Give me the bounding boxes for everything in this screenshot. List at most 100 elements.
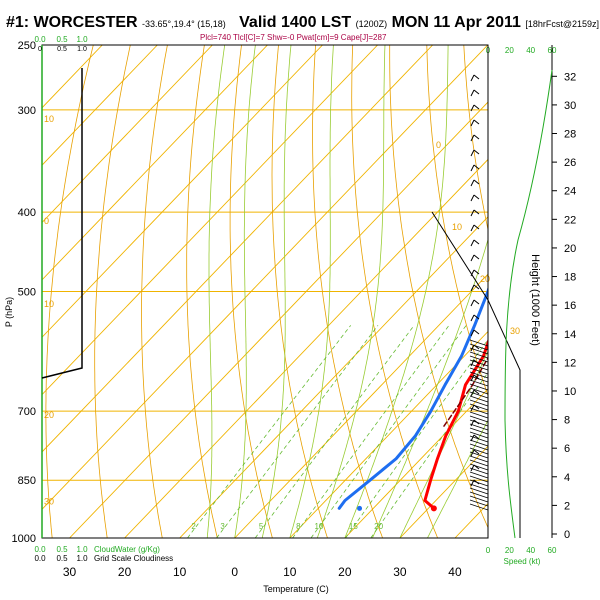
height-tick-label: 30 xyxy=(564,100,576,112)
dry-adiabat xyxy=(45,45,94,538)
height-tick-label: 2 xyxy=(564,500,570,512)
series-point xyxy=(424,500,426,502)
indices-line: Plcl=740 Tlcl[C]=7 Shw=-0 Pwat[cm]=9 Cap… xyxy=(200,33,387,42)
cloud-scale-bottom-label: 1.0 xyxy=(76,545,88,554)
series-point xyxy=(488,356,489,357)
wind-barb-hatch xyxy=(469,439,489,447)
wind-barb-flag xyxy=(470,164,475,172)
wind-barb-staff xyxy=(473,194,480,200)
wind-barb-staff xyxy=(473,89,480,95)
wind-barb-flag xyxy=(470,149,475,157)
wind-barb-hatch xyxy=(469,459,489,467)
wind-barb-flag xyxy=(470,134,475,142)
wind-barb-hatch xyxy=(469,479,489,487)
series-point xyxy=(521,254,522,255)
wind-barb-hatch xyxy=(469,435,489,443)
wind-barb-hatch xyxy=(469,379,489,387)
valid-date: MON 11 Apr 2011 xyxy=(391,14,521,31)
isotherm-line xyxy=(42,45,213,224)
series-point xyxy=(519,109,520,110)
wind-barb-staff xyxy=(473,239,480,245)
pressure-tick-label: 300 xyxy=(18,105,36,117)
wind-barb-hatch xyxy=(469,391,489,399)
surface-dewpoint-marker xyxy=(357,505,363,511)
mixing-ratio-line xyxy=(254,325,415,538)
wind-barb-flag xyxy=(470,284,475,292)
series-point xyxy=(445,435,447,437)
wind-barb-staff xyxy=(473,449,480,455)
wind-barb-staff xyxy=(473,224,480,230)
wind-barb-flag xyxy=(470,209,475,217)
wind-barb-hatch xyxy=(469,451,489,459)
series-point xyxy=(464,384,466,386)
moist-adiabat xyxy=(427,419,488,538)
wind-barb-hatch xyxy=(469,403,489,411)
wind-barb-hatch xyxy=(469,443,489,451)
cloudwater-caption: CloudWater (g/Kg) xyxy=(94,545,160,554)
wind-barb-hatch xyxy=(469,339,489,347)
cloud-scale-bottom-label: 0.0 xyxy=(34,545,46,554)
wind-barb-hatch xyxy=(469,347,489,355)
mixing-ratio-line xyxy=(310,325,467,538)
isotherm-line xyxy=(42,45,158,166)
wind-barb-hatch xyxy=(469,419,489,427)
isotherm-label: 30 xyxy=(44,497,54,507)
temperature-tick-label: 40 xyxy=(448,565,462,579)
temperature-tick-label: 30 xyxy=(63,565,77,579)
height-tick-label: 10 xyxy=(564,386,576,398)
utc-time: (1200Z) xyxy=(355,19,388,29)
wind-barb-hatch xyxy=(469,399,489,407)
wind-barb-hatch xyxy=(469,487,489,495)
dry-adiabat-label: 10 xyxy=(452,222,462,232)
cloud-scale-top-label: 0.0 xyxy=(34,35,46,44)
pressure-tick-label: 400 xyxy=(18,207,36,219)
temperature-tick-label: 10 xyxy=(173,565,187,579)
isotherm-line xyxy=(124,158,488,538)
cloud-scale-bottom-sub-label: 0.5 xyxy=(56,554,68,563)
height-tick-label: 22 xyxy=(564,214,576,226)
wind-barb-staff xyxy=(473,389,480,395)
station-coords: -33.65°,19.4° (15,18) xyxy=(142,19,226,29)
dry-adiabat xyxy=(351,45,438,538)
wind-barb-hatch xyxy=(469,463,489,471)
mixing-ratio-label: 3 xyxy=(220,522,225,531)
series-point xyxy=(555,65,556,66)
series-point xyxy=(457,410,459,412)
wind-speed-bottom-label: 60 xyxy=(548,546,557,555)
isotherm-label: 20 xyxy=(44,410,54,420)
wind-speed-bottom-label: 20 xyxy=(505,546,514,555)
wind-barb-flag xyxy=(470,374,475,382)
height-tick-label: 26 xyxy=(564,157,576,169)
cloud-scale-top-label: 1.0 xyxy=(76,35,88,44)
series-point xyxy=(344,500,346,502)
mixing-ratio-label: 15 xyxy=(349,522,358,531)
wind-barb-hatch xyxy=(469,375,489,383)
wind-speed-profile xyxy=(504,69,553,539)
height-tick-label: 16 xyxy=(564,300,576,312)
x-axis-label: Temperature (C) xyxy=(263,584,329,594)
moist-adiabat xyxy=(234,45,256,538)
isotherm-line xyxy=(42,45,323,338)
wind-barb-staff xyxy=(473,119,480,125)
series-point xyxy=(493,325,494,326)
wind-barb-hatch xyxy=(469,367,489,375)
pressure-tick-label: 1000 xyxy=(12,533,36,545)
dry-adiabat xyxy=(463,45,488,232)
wind-barb-flag xyxy=(470,89,475,97)
temperature-tick-label: 20 xyxy=(338,565,352,579)
wind-barb-staff xyxy=(473,329,480,335)
wind-barb-flag xyxy=(470,269,475,277)
series-point xyxy=(415,435,417,437)
dry-adiabat xyxy=(271,45,328,538)
wind-barb-staff xyxy=(473,374,480,380)
wind-barb-staff xyxy=(473,149,480,155)
wind-barb-hatch xyxy=(469,383,489,391)
wind-barb-flag xyxy=(470,329,475,337)
isotherm-line xyxy=(42,45,433,453)
dry-adiabat xyxy=(389,45,488,529)
wind-barb-hatch xyxy=(469,455,489,463)
mixing-ratio-label: 8 xyxy=(296,522,301,531)
dry-adiabat xyxy=(538,45,600,538)
